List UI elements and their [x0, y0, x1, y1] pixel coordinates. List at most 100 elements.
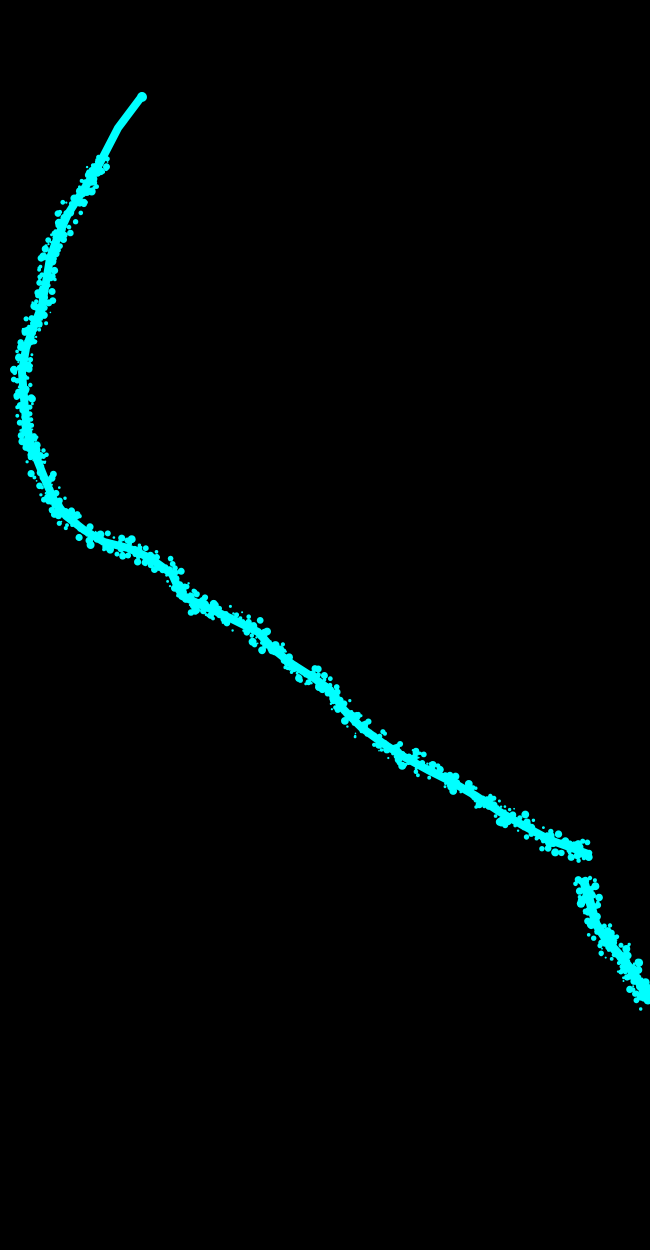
trace-speckle [541, 839, 546, 844]
trace-speckle [177, 567, 185, 575]
trace-speckle [86, 542, 91, 547]
cyan-trace [10, 92, 650, 1011]
trace-speckle [391, 751, 396, 756]
trace-lower-speckle [595, 893, 603, 902]
trace-speckle [99, 155, 105, 161]
trace-speckle [142, 545, 149, 552]
trace-speckle [170, 562, 174, 566]
trace-speckle [234, 612, 240, 618]
trace-lower-speckle [594, 926, 601, 933]
trace-speckle [132, 552, 138, 558]
trace-speckle [47, 243, 50, 246]
trace-speckle [173, 570, 179, 575]
trace-speckle [426, 762, 429, 765]
trace-speckle [168, 585, 172, 588]
trace-speckle [514, 820, 517, 822]
trace-speckle [522, 827, 526, 831]
trace-lower-speckle [627, 965, 631, 969]
trace-speckle [48, 507, 55, 513]
trace-speckle [518, 817, 522, 822]
trace-speckle [29, 422, 35, 428]
trace-speckle [176, 593, 180, 598]
trace-lower-speckle [631, 987, 636, 992]
trace-speckle [45, 237, 52, 244]
trace-speckle [167, 555, 174, 562]
trace-speckle [52, 236, 55, 239]
trace-speckle [86, 523, 94, 531]
trace-speckle [96, 167, 105, 176]
trace-speckle [18, 370, 22, 374]
trace-speckle [112, 543, 114, 545]
trace-speckle [59, 210, 63, 214]
trace-speckle [49, 496, 56, 502]
trace-speckle [211, 601, 219, 609]
trace-speckle [142, 558, 145, 560]
trace-lower-speckle [622, 976, 625, 980]
trace-speckle [406, 753, 412, 760]
trace-speckle [51, 231, 56, 235]
trace-speckle [65, 514, 69, 518]
trace-speckle [32, 475, 37, 480]
trace-speckle [47, 491, 50, 494]
trace-speckle [469, 791, 477, 799]
trace-speckle [187, 582, 190, 585]
trace-speckle [38, 461, 44, 467]
trace-speckle [118, 534, 126, 542]
trace-lower-speckle [589, 899, 592, 902]
trace-speckle [78, 522, 81, 525]
trace-lower-speckle [632, 990, 639, 997]
trace-speckle [39, 252, 48, 261]
trace-speckle [27, 454, 34, 461]
trace-speckle [47, 486, 54, 492]
trace-speckle [85, 536, 94, 545]
trace-speckle [406, 761, 411, 765]
trace-lower-speckle [627, 976, 632, 980]
trace-speckle [528, 819, 531, 822]
trace-speckle [44, 492, 47, 495]
trace-speckle [269, 640, 272, 643]
trace-speckle [46, 283, 51, 288]
trace-speckle [448, 782, 454, 788]
trace-speckle [35, 480, 38, 482]
trace-speckle [375, 741, 383, 749]
trace-speckle [94, 534, 102, 542]
trace-lower-speckle [636, 992, 645, 1001]
trace-speckle [256, 617, 264, 624]
trace-speckle [428, 769, 435, 776]
trace-speckle [348, 699, 352, 703]
trace-speckle [359, 728, 365, 734]
trace-lower-speckle [582, 896, 588, 902]
trace-speckle [556, 839, 560, 843]
trace-speckle [60, 213, 68, 222]
trace-speckle [341, 700, 348, 707]
trace-lower-speckle [587, 875, 593, 881]
trace-speckle [58, 235, 65, 242]
trace-speckle [311, 665, 319, 672]
trace-speckle [44, 452, 49, 458]
trace-speckle [151, 566, 158, 573]
trace-speckle [353, 735, 357, 739]
trace-speckle [329, 695, 337, 703]
trace-speckle [255, 633, 258, 636]
trace-speckle [497, 799, 501, 803]
trace-speckle [41, 245, 49, 253]
trace-speckle [14, 378, 20, 384]
trace-speckle [255, 636, 258, 639]
trace-speckle [315, 672, 321, 678]
trace-speckle [171, 580, 174, 583]
trace-speckle [124, 545, 127, 549]
trace-lower-speckle [590, 914, 594, 918]
trace-speckle [29, 331, 33, 335]
trace-speckle [106, 161, 109, 163]
trace-speckle [346, 725, 349, 728]
trace-speckle [503, 809, 507, 813]
trace-lower-speckle [630, 977, 638, 985]
trace-speckle [61, 510, 64, 513]
trace-speckle [382, 731, 387, 736]
trace-speckle [258, 631, 262, 635]
trace-speckle [539, 846, 545, 852]
trace-speckle [260, 636, 265, 641]
trace-speckle [399, 751, 406, 758]
trace-speckle [117, 545, 125, 553]
trace-speckle [482, 804, 486, 809]
